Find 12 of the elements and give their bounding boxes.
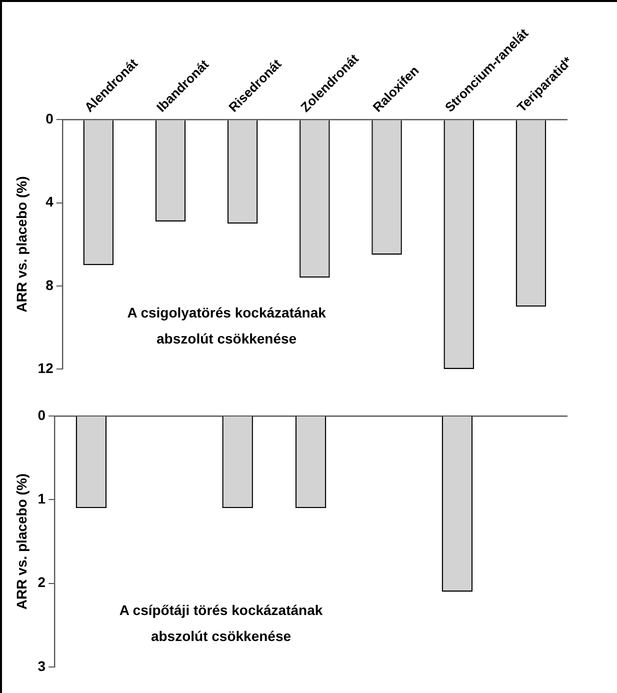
- y-tick-label: 12: [38, 360, 54, 376]
- annotation: A csípőtáji törés kockázatának abszolút csökkenése: [119, 602, 323, 644]
- annotation: A csigolyatörés kockázatának abszolút csökkenése: [127, 304, 326, 346]
- y-axis-title: ARR vs. placebo (%): [13, 176, 30, 312]
- y-tick-label: 4: [46, 194, 54, 210]
- y-tick-label: 1: [38, 490, 46, 507]
- y-tick-label: 0: [38, 406, 46, 423]
- y-axis-title: ARR vs. placebo (%): [13, 473, 30, 610]
- y-tick-label: 2: [38, 574, 46, 590]
- y-tick-label: 3: [38, 658, 46, 674]
- y-tick-label: 0: [46, 110, 54, 127]
- y-tick-label: 8: [46, 276, 54, 293]
